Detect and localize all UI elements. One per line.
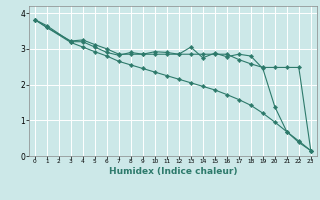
X-axis label: Humidex (Indice chaleur): Humidex (Indice chaleur) xyxy=(108,167,237,176)
